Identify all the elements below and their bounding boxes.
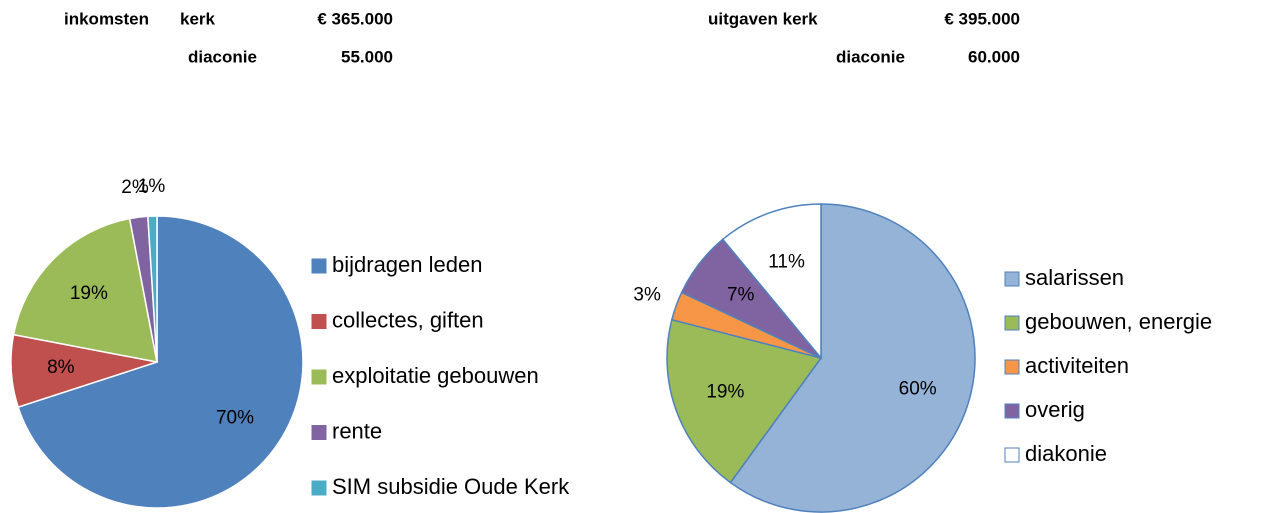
legend-swatch <box>311 369 327 385</box>
header-amount: 55.000 <box>341 47 393 66</box>
data-label: 1% <box>138 176 166 197</box>
legend-label: diakonie <box>1025 441 1107 466</box>
header-label: inkomsten <box>64 9 149 28</box>
legend-label: rente <box>332 418 382 443</box>
legend-swatch <box>1004 271 1020 287</box>
data-label: 2% <box>121 177 149 198</box>
data-label: 70% <box>216 408 254 429</box>
legend-swatch <box>311 425 327 440</box>
header-item: kerk <box>180 9 216 28</box>
legend-label: salarissen <box>1025 265 1124 290</box>
data-label: 11% <box>768 251 805 272</box>
pie-slice <box>12 217 158 363</box>
pie-slice <box>666 318 823 484</box>
legend-label: overig <box>1025 397 1085 422</box>
legend-label: gebouwen, energie <box>1025 309 1212 334</box>
data-label: 19% <box>70 283 108 304</box>
legend-swatch <box>311 314 327 329</box>
data-label: 8% <box>47 357 75 378</box>
legend-swatch <box>1004 315 1020 331</box>
data-label: 7% <box>727 285 755 306</box>
legend-label: collectes, giften <box>332 307 484 332</box>
legend-label: exploitatie gebouwen <box>332 363 539 388</box>
legend-label: SIM subsidie Oude Kerk <box>332 474 570 499</box>
legend-label: activiteiten <box>1025 353 1129 378</box>
header-item: diaconie <box>188 47 257 66</box>
data-label: 19% <box>706 381 744 402</box>
legend-swatch <box>1004 359 1020 375</box>
legend-swatch <box>311 258 327 274</box>
data-label: 3% <box>633 284 661 305</box>
legend-swatch <box>1004 403 1020 419</box>
header-item: diaconie <box>836 47 905 66</box>
legend-swatch <box>311 480 327 496</box>
legend-swatch <box>1004 447 1020 463</box>
header-item: uitgaven kerk <box>708 9 818 28</box>
pie-slice <box>17 215 304 509</box>
header-amount: € 395.000 <box>944 9 1020 28</box>
data-label: 60% <box>899 378 937 399</box>
pie-slice <box>729 203 976 513</box>
header-amount: 60.000 <box>968 47 1020 66</box>
pie-slice <box>147 215 158 363</box>
header-amount: € 365.000 <box>317 9 393 28</box>
pie-slice <box>721 203 822 361</box>
legend-label: bijdragen leden <box>332 252 482 277</box>
